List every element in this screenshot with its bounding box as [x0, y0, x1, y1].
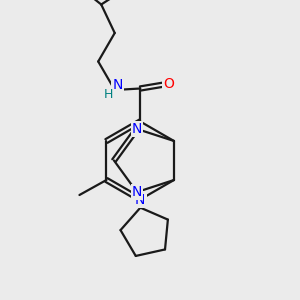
Text: N: N	[132, 122, 142, 136]
Text: H: H	[104, 88, 113, 101]
Text: N: N	[135, 193, 146, 206]
Text: N: N	[112, 79, 123, 92]
Text: N: N	[132, 185, 142, 199]
Text: O: O	[163, 77, 174, 91]
